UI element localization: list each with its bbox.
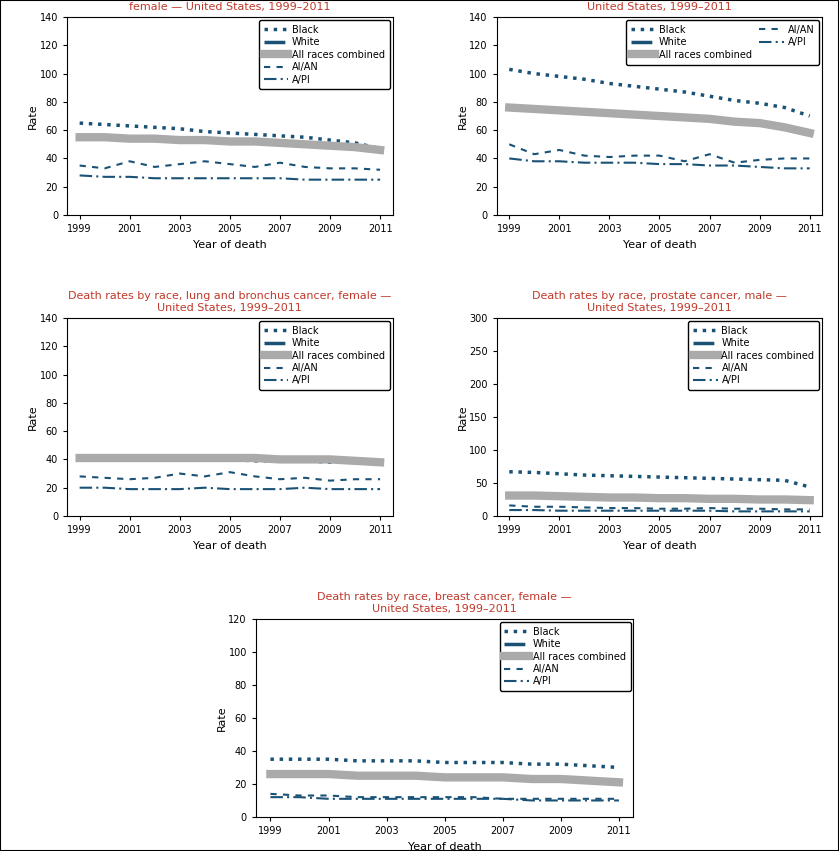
Y-axis label: Rate: Rate [29,404,39,430]
Legend: Black, White, All races combined, AI/AN, A/PI: Black, White, All races combined, AI/AN,… [499,622,631,691]
Title: Death rates by race, breast cancer, female —
United States, 1999–2011: Death rates by race, breast cancer, fema… [317,592,572,614]
Y-axis label: Rate: Rate [217,705,227,731]
Title: Death rates by race, prostate cancer, male —
United States, 1999–2011: Death rates by race, prostate cancer, ma… [532,291,787,313]
Legend: Black, White, All races combined, AI/AN, A/PI: Black, White, All races combined, AI/AN,… [688,321,820,391]
X-axis label: Year of death: Year of death [623,540,696,551]
Y-axis label: Rate: Rate [458,404,467,430]
X-axis label: Year of death: Year of death [193,540,267,551]
Legend: Black, White, All races combined, AI/AN, A/PI: Black, White, All races combined, AI/AN,… [258,20,389,89]
Legend: Black, White, All races combined, AI/AN, A/PI: Black, White, All races combined, AI/AN,… [626,20,820,65]
Legend: Black, White, All races combined, AI/AN, A/PI: Black, White, All races combined, AI/AN,… [258,321,389,391]
Title: Death rates by race, lung and bronchus cancer, male and
female — United States, : Death rates by race, lung and bronchus c… [69,0,391,12]
X-axis label: Year of death: Year of death [623,240,696,249]
X-axis label: Year of death: Year of death [193,240,267,249]
Title: Death rates by race, lung and bronchus cancer, male —
United States, 1999–2011: Death rates by race, lung and bronchus c… [503,0,816,12]
Title: Death rates by race, lung and bronchus cancer, female —
United States, 1999–2011: Death rates by race, lung and bronchus c… [68,291,392,313]
Y-axis label: Rate: Rate [458,103,468,129]
X-axis label: Year of death: Year of death [408,842,482,851]
Y-axis label: Rate: Rate [29,103,39,129]
